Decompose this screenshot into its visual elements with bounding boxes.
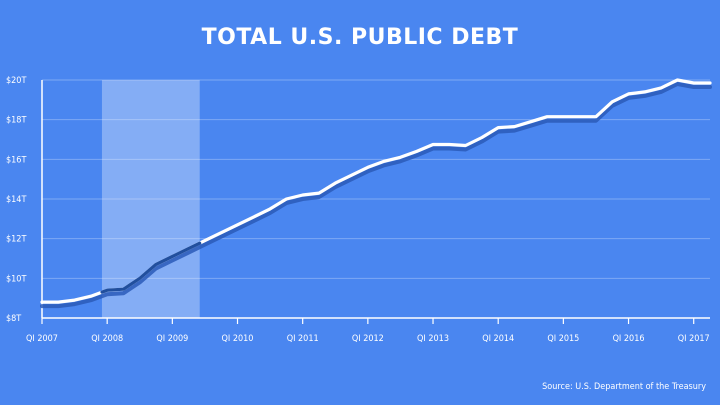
x-tick-label: QI 2007 (26, 334, 58, 344)
chart-title: TOTAL U.S. PUBLIC DEBT (202, 25, 519, 50)
x-tick-label: QI 2012 (352, 334, 384, 344)
y-tick-label: $16T (6, 155, 26, 165)
recession-shaded-region (101, 80, 200, 318)
x-tick-label: QI 2013 (417, 334, 449, 344)
x-tick-label: QI 2011 (287, 334, 319, 344)
y-axis-tick-labels: $8T $10T $12T $14T $16T $18T $20T (6, 76, 26, 324)
y-tick-label: $14T (6, 195, 26, 205)
x-axis-ticks: QI 2007 QI 2008 QI 2009 QI 2010 QI 2011 QI 20… (26, 318, 710, 344)
y-tick-label: $8T (6, 314, 21, 324)
source-note: Source: U.S. Department of the Treasury (542, 382, 706, 392)
x-tick-label: QI 2010 (222, 334, 254, 344)
x-tick-label: QI 2009 (156, 334, 188, 344)
debt-line-shaded-segment (100, 241, 202, 294)
grid-lines (42, 79, 710, 279)
y-tick-label: $18T (6, 116, 26, 126)
x-tick-label: QI 2017 (678, 334, 710, 344)
x-tick-label: QI 2014 (482, 334, 514, 344)
x-tick-label: QI 2015 (547, 334, 579, 344)
x-tick-label: QI 2016 (613, 334, 645, 344)
y-tick-label: $20T (6, 76, 26, 86)
debt-line-shadow (40, 82, 712, 309)
x-tick-label: QI 2008 (91, 334, 123, 344)
y-tick-label: $12T (6, 235, 26, 245)
y-tick-label: $10T (6, 274, 26, 284)
